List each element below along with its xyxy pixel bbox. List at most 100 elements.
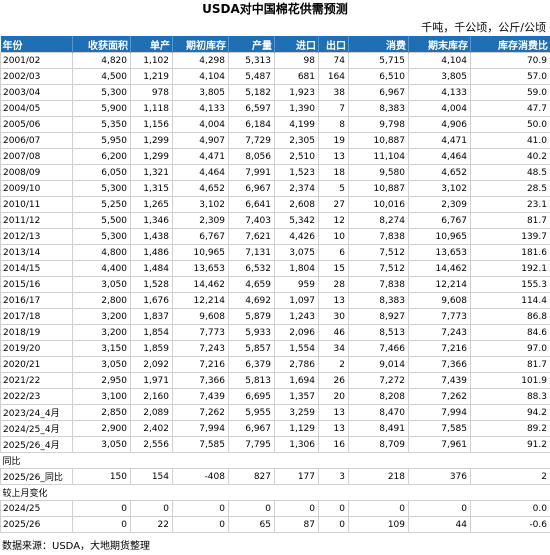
value-cell: 40.2 (470, 148, 550, 165)
value-cell: 7,403 (228, 212, 275, 229)
value-cell: 5,933 (228, 324, 275, 341)
value-cell: 10,965 (408, 228, 471, 245)
value-cell: 22 (130, 516, 173, 533)
value-cell: 376 (408, 468, 471, 485)
value-cell: 7,262 (408, 388, 471, 405)
value-cell: 6,767 (172, 228, 229, 245)
value-cell: 8 (318, 116, 349, 133)
column-header: 产量 (228, 36, 275, 53)
value-cell: 8,513 (348, 324, 409, 341)
value-cell: 5,250 (72, 196, 131, 213)
value-cell: 1,859 (130, 340, 173, 357)
value-cell: 0 (172, 500, 229, 517)
value-cell: 1,321 (130, 164, 173, 181)
value-cell: 1,676 (130, 292, 173, 309)
table-row: 2001/02 4,820 1,102 4,298 5,313 98 74 5,715 4,10… (0, 52, 550, 69)
value-cell: 5,487 (228, 68, 275, 85)
value-cell: 3,102 (408, 180, 471, 197)
value-cell: 86.8 (470, 308, 550, 325)
value-cell: 7,729 (228, 132, 275, 149)
value-cell: 2,309 (408, 196, 471, 213)
value-cell: 7,216 (408, 340, 471, 357)
column-header: 年份 (0, 36, 73, 53)
value-cell: 4,004 (172, 116, 229, 133)
value-cell: 6,597 (228, 100, 275, 117)
column-header: 期初库存 (172, 36, 229, 53)
value-cell: 1,357 (274, 388, 319, 405)
value-cell: 4,298 (172, 52, 229, 69)
value-cell: 13 (318, 292, 349, 309)
value-cell: 7,439 (408, 372, 471, 389)
value-cell: 13,653 (172, 260, 229, 277)
value-cell: 1,265 (130, 196, 173, 213)
value-cell: 6,967 (228, 180, 275, 197)
value-cell: 7,838 (348, 276, 409, 293)
value-cell: 218 (348, 468, 409, 485)
value-cell: 978 (130, 84, 173, 101)
value-cell: 7,512 (348, 260, 409, 277)
value-cell: 7,773 (172, 324, 229, 341)
value-cell: 4,820 (72, 52, 131, 69)
value-cell: 155.3 (470, 276, 550, 293)
year-cell: 2006/07 (0, 132, 73, 149)
value-cell: 2,950 (72, 372, 131, 389)
value-cell: 4,104 (172, 68, 229, 85)
value-cell: 4,471 (408, 132, 471, 149)
year-cell: 2022/23 (0, 388, 73, 405)
section-label: 较上月变化 (2, 489, 48, 499)
table-row: 2012/13 5,300 1,438 6,767 7,621 4,426 10 7,838 1… (0, 228, 550, 245)
value-cell: 6,532 (228, 260, 275, 277)
table-row: 2008/09 6,050 1,321 4,464 7,991 1,523 18 9,580 4… (0, 164, 550, 181)
value-cell: 1,219 (130, 68, 173, 85)
value-cell: 4,464 (408, 148, 471, 165)
table-row: 2007/08 6,200 1,299 4,471 8,056 2,510 13 11,104… (0, 148, 550, 165)
value-cell: 9,014 (348, 356, 409, 373)
value-cell: 81.7 (470, 212, 550, 229)
table-row: 2013/14 4,800 1,486 10,965 7,131 3,075 6 7,512 1… (0, 244, 550, 261)
value-cell: 10 (318, 228, 349, 245)
value-cell: 46 (318, 324, 349, 341)
value-cell: 1,554 (274, 340, 319, 357)
column-header: 单产 (130, 36, 173, 53)
value-cell: 8,383 (348, 292, 409, 309)
value-cell: 34 (318, 340, 349, 357)
value-cell: 1,971 (130, 372, 173, 389)
value-cell: 2 (318, 356, 349, 373)
value-cell: 57.0 (470, 68, 550, 85)
value-cell: 9,580 (348, 164, 409, 181)
table-row: 2009/10 5,300 1,315 4,652 6,967 2,374 5 10,887 3… (0, 180, 550, 197)
value-cell: 5,500 (72, 212, 131, 229)
value-cell: 30 (318, 308, 349, 325)
value-cell: 0 (318, 500, 349, 517)
value-cell: 3,050 (72, 436, 131, 453)
value-cell: 7,512 (348, 244, 409, 261)
value-cell: 7,243 (408, 324, 471, 341)
value-cell: 59.0 (470, 84, 550, 101)
value-cell: 6,767 (408, 212, 471, 229)
year-cell: 2005/06 (0, 116, 73, 133)
value-cell: 4,426 (274, 228, 319, 245)
table-title: USDA对中国棉花供需预测 (202, 2, 348, 16)
year-cell: 2020/21 (0, 356, 73, 373)
table-row: 2006/07 5,950 1,299 4,907 7,729 2,305 19 10,887… (0, 132, 550, 149)
table-row: 2014/15 4,400 1,484 13,653 6,532 1,804 15 7,512… (0, 260, 550, 277)
value-cell: -408 (172, 468, 229, 485)
value-cell: 3,050 (72, 276, 131, 293)
value-cell: 6 (318, 244, 349, 261)
value-cell: 1,097 (274, 292, 319, 309)
value-cell: 1,156 (130, 116, 173, 133)
value-cell: 5,955 (228, 404, 275, 421)
year-cell: 2010/11 (0, 196, 73, 213)
year-cell: 2025/26_同比 (0, 468, 73, 485)
table-row: 2020/21 3,050 2,092 7,216 6,379 2,786 2 9,014 7,… (0, 356, 550, 373)
year-cell: 2016/17 (0, 292, 73, 309)
value-cell: 7,466 (348, 340, 409, 357)
value-cell: 181.6 (470, 244, 550, 261)
value-cell: 9,608 (408, 292, 471, 309)
value-cell: 101.9 (470, 372, 550, 389)
year-cell: 2013/14 (0, 244, 73, 261)
year-cell: 2019/20 (0, 340, 73, 357)
value-cell: 8,274 (348, 212, 409, 229)
year-cell: 2015/16 (0, 276, 73, 293)
table-row: 2025/26_4月 3,050 2,556 7,585 7,795 1,306 16 8,7… (0, 436, 550, 453)
